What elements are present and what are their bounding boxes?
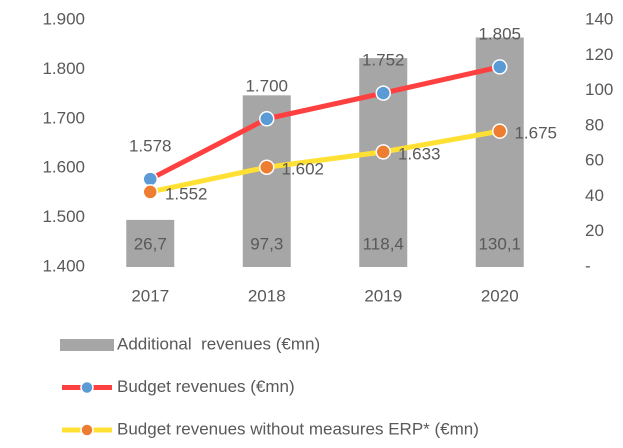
marker: [375, 144, 391, 160]
y-tick-label: 1.400: [42, 256, 85, 275]
legend-marker: [80, 380, 94, 395]
y2-tick-label: 20: [585, 221, 604, 240]
marker: [492, 123, 508, 139]
bar-value-label: 97,3: [250, 234, 283, 253]
y-tick-label: 1.900: [42, 9, 85, 28]
line: [149, 64, 501, 182]
data-label: 1.675: [514, 124, 557, 143]
y2-tick-label: 140: [585, 9, 613, 28]
legend-swatch: [60, 339, 114, 351]
data-label: 1.805: [478, 24, 521, 43]
marker: [142, 171, 158, 187]
legend-label: Budget revenues (€mn): [117, 377, 295, 396]
y2-tick-label: 60: [585, 151, 604, 170]
marker: [142, 184, 158, 200]
y-tick-label: 1.500: [42, 207, 85, 226]
y-tick-label: 1.700: [42, 108, 85, 127]
data-label: 1.752: [362, 51, 405, 70]
marker: [492, 59, 508, 75]
line: [149, 128, 501, 195]
y-tick-label: 1.800: [42, 59, 85, 78]
y2-tick-label: 120: [585, 45, 613, 64]
x-tick-label: 2017: [131, 286, 169, 305]
legend-label: Budget revenues without measures ERP* (€…: [117, 419, 479, 438]
x-tick-label: 2019: [364, 286, 402, 305]
data-label: 1.633: [398, 144, 441, 163]
bar: [126, 219, 175, 267]
marker: [259, 159, 275, 175]
bar: [475, 37, 524, 267]
legend-label: Additional revenues (€mn): [117, 334, 320, 353]
bar-value-label: 26,7: [134, 234, 167, 253]
y2-tick-label: 100: [585, 80, 613, 99]
bar-value-label: 118,4: [363, 234, 404, 253]
data-label: 1.700: [245, 76, 288, 95]
x-tick-label: 2020: [481, 286, 519, 305]
y-tick-label: 1.600: [42, 158, 85, 177]
bar-value-label: 130,1: [478, 234, 521, 253]
y2-tick-label: -: [585, 256, 591, 275]
marker: [259, 111, 275, 127]
y2-tick-label: 40: [585, 186, 604, 205]
marker: [375, 85, 391, 101]
x-tick-label: 2018: [248, 286, 286, 305]
data-label: 1.552: [165, 184, 208, 203]
data-label: 1.602: [281, 160, 324, 179]
data-label: 1.578: [129, 137, 172, 156]
y2-tick-label: 80: [585, 115, 604, 134]
legend-marker: [80, 423, 94, 437]
